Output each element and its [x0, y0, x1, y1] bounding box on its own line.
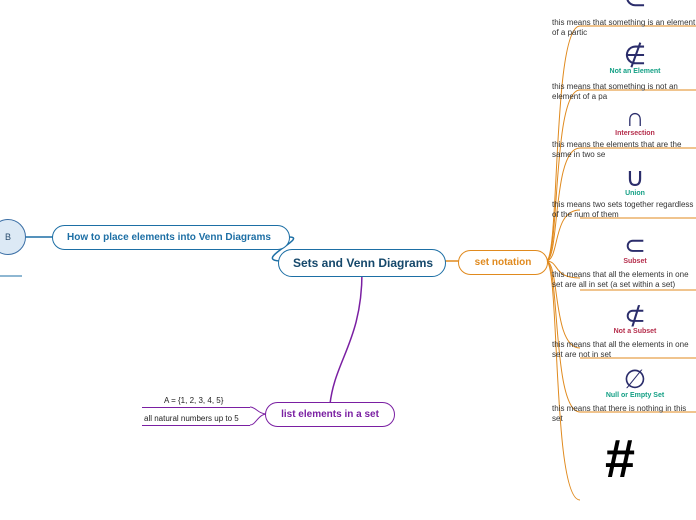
list-divider-2 [142, 425, 250, 426]
symbol-label: Union [605, 190, 665, 197]
symbol-0: ∈ [605, 0, 665, 10]
symbol-caption-0: this means that something is an element … [552, 18, 696, 39]
symbol-caption-6: this means that there is nothing in this… [552, 404, 696, 425]
symbol-5: ⊄Not a Subset [605, 302, 665, 335]
symbol-caption-1: this means that something is not an elem… [552, 82, 696, 103]
symbol-caption-3: this means two sets together regardless … [552, 200, 696, 221]
branch-how-to-place[interactable]: How to place elements into Venn Diagrams [52, 225, 290, 250]
symbol-glyph: ⊄ [605, 302, 665, 328]
branch-list-elements[interactable]: list elements in a set [265, 402, 395, 427]
symbol-glyph: ⊂ [605, 232, 665, 258]
symbol-label: Not a Subset [605, 328, 665, 335]
list-desc: all natural numbers up to 5 [144, 414, 239, 423]
symbol-caption-5: this means that all the elements in one … [552, 340, 696, 361]
symbol-number-icon: # [605, 432, 635, 486]
branch-set-notation[interactable]: set notation [458, 250, 548, 275]
symbol-caption-4: this means that all the elements in one … [552, 270, 696, 291]
symbol-3: ∪Union [605, 164, 665, 197]
symbol-1: ∉Not an Element [605, 42, 665, 75]
symbol-glyph: ∪ [605, 164, 665, 190]
symbol-4: ⊂Subset [605, 232, 665, 265]
symbol-label: Not an Element [605, 68, 665, 75]
list-divider-1 [142, 407, 250, 408]
symbol-caption-2: this means the elements that are the sam… [552, 140, 696, 161]
symbol-glyph: ∈ [605, 0, 665, 10]
symbol-label: Null or Empty Set [605, 392, 665, 399]
list-formula: A = {1, 2, 3, 4, 5} [164, 396, 223, 405]
center-node[interactable]: Sets and Venn Diagrams [278, 249, 446, 277]
symbol-glyph: ∅ [605, 366, 665, 392]
symbol-glyph: ∩ [605, 104, 665, 130]
symbol-2: ∩Intersection [605, 104, 665, 137]
symbol-glyph: ∉ [605, 42, 665, 68]
venn-circle-b: B [0, 219, 26, 255]
symbol-label: Intersection [605, 130, 665, 137]
symbol-6: ∅Null or Empty Set [605, 366, 665, 399]
symbol-label: Subset [605, 258, 665, 265]
